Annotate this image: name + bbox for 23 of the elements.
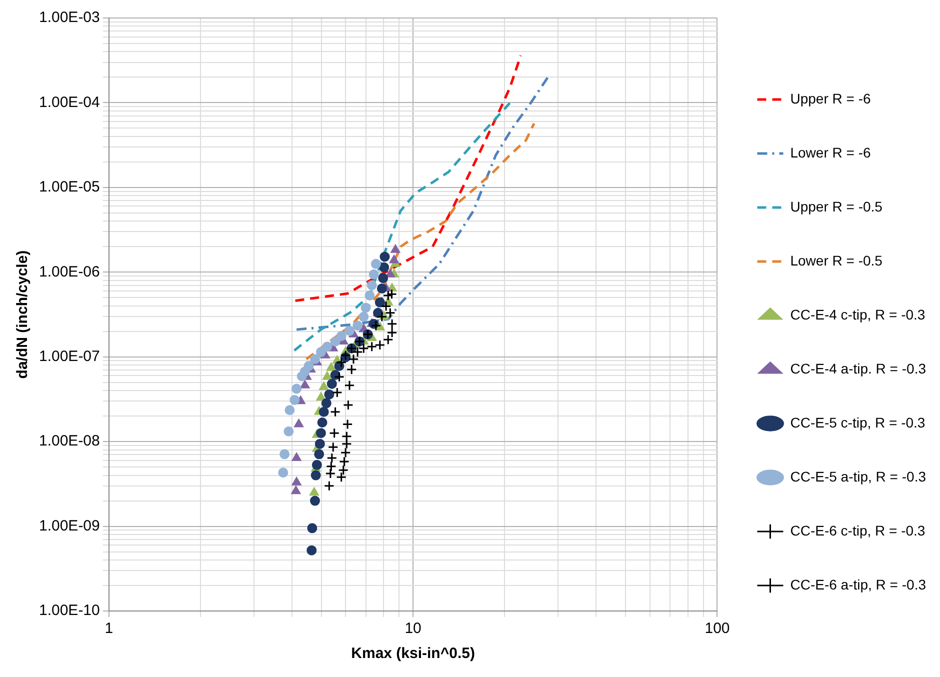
y-tick-label: 1.00E-03	[38, 9, 100, 26]
legend-label: CC-E-5 a-tip, R = -0.3	[790, 468, 926, 484]
legend-label: CC-E-4 c-tip, R = -0.3	[790, 306, 926, 322]
y-axis-title: da/dN (inch/cycle)	[14, 250, 32, 379]
x-axis-title: Kmax (ksi-in^0.5)	[351, 645, 475, 662]
legend-label: CC-E-4 a-tip. R = -0.3	[790, 360, 926, 376]
legend-label: Lower R = -0.5	[790, 252, 883, 268]
legend-label: Upper R = -0.5	[790, 198, 883, 214]
legend-label: CC-E-6 a-tip, R = -0.3	[790, 576, 926, 592]
y-tick-label: 1.00E-06	[38, 263, 100, 280]
x-tick-label: 1	[104, 620, 114, 638]
y-tick-label: 1.00E-10	[38, 602, 100, 620]
legend-label: Upper R = -6	[790, 90, 871, 106]
legend-label: Lower R = -6	[790, 144, 871, 160]
x-tick-label: 100	[704, 620, 730, 638]
y-tick-label: 1.00E-08	[38, 432, 100, 450]
legend-label: CC-E-6 c-tip, R = -0.3	[790, 522, 926, 538]
y-tick-label: 1.00E-04	[38, 94, 100, 111]
y-tick-label: 1.00E-09	[38, 517, 100, 534]
x-tick-label: 10	[404, 620, 422, 638]
y-tick-label: 1.00E-07	[38, 348, 100, 365]
y-tick-label: 1.00E-05	[38, 178, 100, 196]
legend-label: CC-E-5 c-tip, R = -0.3	[790, 414, 926, 430]
